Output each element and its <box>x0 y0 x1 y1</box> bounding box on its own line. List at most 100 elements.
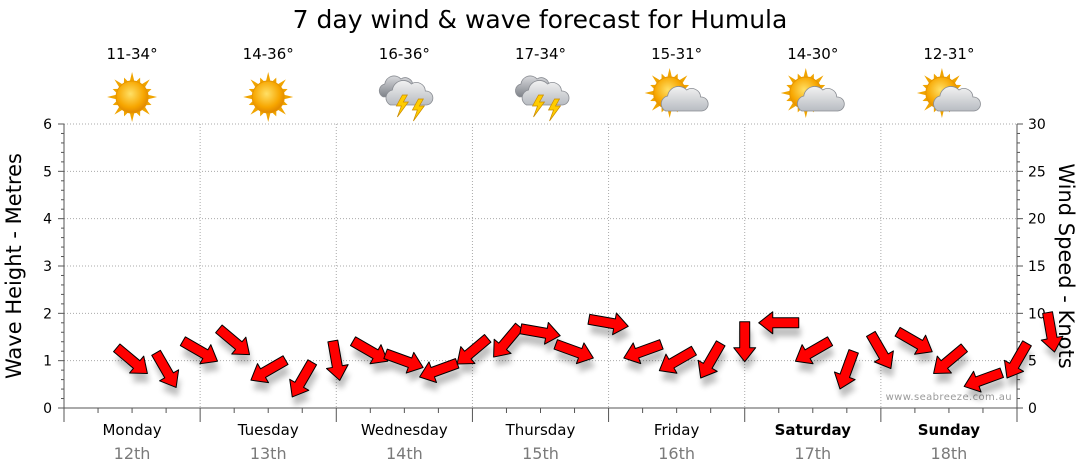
wind-arrow-shadow <box>797 345 835 373</box>
wind-arrow <box>113 343 150 383</box>
wind-arrow-shape <box>623 339 664 365</box>
wind-arrow-shape <box>1040 311 1064 353</box>
partly-cloudy-icon <box>916 68 981 118</box>
day-date: 12th <box>114 444 151 463</box>
wind-arrow <box>419 358 461 392</box>
wind-arrow <box>519 321 563 354</box>
wind-arrow-shadow <box>495 332 526 367</box>
day-temperature: 17-34° <box>515 45 566 63</box>
wind-arrow-shape <box>733 321 757 363</box>
wind-arrow-shadow <box>291 368 319 406</box>
right-tick-label: 20 <box>1028 212 1046 228</box>
sun-ray <box>780 90 790 96</box>
wind-arrow-shape <box>179 336 218 365</box>
wind-arrow-shape <box>250 355 289 384</box>
wind-arrow-shape <box>493 322 524 358</box>
sun-disc <box>115 80 149 114</box>
wind-arrow-shape <box>894 326 933 355</box>
day-date: 18th <box>931 444 968 463</box>
wind-arrow-shape <box>456 334 492 365</box>
sun-ray <box>916 90 927 96</box>
day-temperature: 15-31° <box>651 45 702 63</box>
day-name: Thursday <box>505 421 576 439</box>
sun-disc <box>251 80 285 114</box>
wind-arrow <box>179 336 220 373</box>
left-tick-label: 0 <box>43 401 52 417</box>
wind-arrow-shape <box>794 336 834 365</box>
sun-ray <box>284 94 294 100</box>
wind-arrow-shape <box>215 324 250 356</box>
sun-ray <box>107 94 117 100</box>
day-date: 13th <box>250 444 287 463</box>
wind-arrow-shape <box>866 330 894 370</box>
left-tick-label: 3 <box>43 259 52 275</box>
lightning-bolt <box>395 94 410 118</box>
thunderstorm-icon <box>378 75 434 122</box>
wind-arrow-shape <box>519 321 561 345</box>
wind-arrow-shape <box>658 345 697 374</box>
day-name: Wednesday <box>361 421 448 439</box>
right-tick-label: 30 <box>1028 117 1046 133</box>
lightning-bolt <box>547 98 562 122</box>
wind-arrow <box>325 339 351 390</box>
left-tick-label: 6 <box>43 117 52 133</box>
wind-arrow <box>623 339 666 373</box>
right-axis-title: Wind Speed - Knots <box>1054 163 1078 368</box>
day-name: Saturday <box>775 421 852 439</box>
sunny-icon <box>243 72 294 122</box>
day-temperature: 12-31° <box>923 45 974 63</box>
wind-arrow <box>1003 340 1034 387</box>
wind-arrow <box>456 334 493 374</box>
wind-arrow-shape <box>289 359 318 398</box>
partly-cloudy-icon <box>644 68 709 118</box>
wind-arrow <box>758 311 801 343</box>
day-date: 14th <box>386 444 423 463</box>
day-name: Tuesday <box>237 421 299 439</box>
day-temperature: 14-30° <box>787 45 838 63</box>
wind-arrow-shape <box>963 367 1004 393</box>
day-name: Sunday <box>918 421 981 439</box>
sun-ray <box>243 94 253 100</box>
cloud-shape <box>933 86 981 112</box>
wind-arrow <box>250 355 291 392</box>
wind-arrow-shadow <box>935 352 970 383</box>
wind-arrow-shadow <box>1006 349 1034 387</box>
wind-arrow <box>215 324 252 364</box>
right-tick-label: 25 <box>1028 164 1046 180</box>
day-date: 16th <box>658 444 695 463</box>
wind-arrow <box>733 321 758 371</box>
left-tick-label: 1 <box>43 354 52 370</box>
day-temperature: 11-34° <box>107 45 158 63</box>
wind-arrow-shape <box>933 343 968 375</box>
wind-arrow-shape <box>113 343 148 375</box>
wind-arrow-shadow <box>700 349 728 387</box>
day-date: 15th <box>522 444 559 463</box>
right-tick-label: 15 <box>1028 259 1046 275</box>
sun-ray <box>667 68 672 78</box>
wind-arrow-shadow <box>252 364 291 392</box>
wind-arrow <box>383 348 426 383</box>
wind-arrow <box>963 367 1006 401</box>
wind-arrow <box>697 340 728 387</box>
wind-arrow-shape <box>383 348 424 374</box>
day-date: 17th <box>794 444 831 463</box>
lightning-bolt <box>411 98 426 122</box>
right-tick-label: 10 <box>1028 306 1046 322</box>
day-temperature: 16-36° <box>379 45 430 63</box>
wind-arrow <box>894 326 935 364</box>
wind-arrow-shape <box>151 349 180 388</box>
sunny-icon <box>107 72 158 122</box>
sun-ray <box>129 112 135 122</box>
wind-arrow <box>553 339 596 373</box>
day-name: Friday <box>654 421 700 439</box>
sun-ray <box>147 94 158 100</box>
wind-arrow-shape <box>587 312 629 336</box>
left-axis-title: Wave Height - Metres <box>2 153 26 379</box>
chart-title: 7 day wind & wave forecast for Humula <box>292 5 788 34</box>
wind-arrow <box>833 349 861 398</box>
lightning-bolt <box>531 94 546 118</box>
wind-arrow-shape <box>758 311 800 335</box>
wind-arrow <box>350 336 390 373</box>
wind-arrow-shape <box>419 358 460 384</box>
